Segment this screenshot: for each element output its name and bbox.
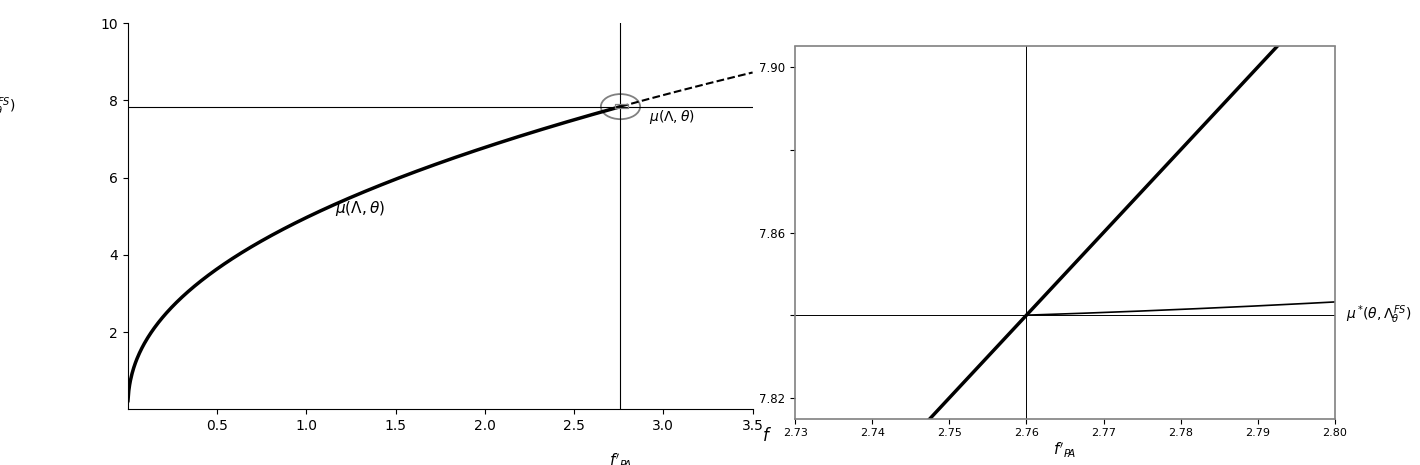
Text: $\mu(\Lambda,\theta)$: $\mu(\Lambda,\theta)$ bbox=[335, 199, 385, 218]
Text: $f'_{P\!A}$: $f'_{P\!A}$ bbox=[609, 452, 632, 465]
Text: $f$: $f$ bbox=[761, 426, 771, 445]
X-axis label: $f'_{P\!A}$: $f'_{P\!A}$ bbox=[1054, 441, 1076, 460]
Text: $\mu^*\!(\theta,\Lambda^{FS}_{\!\theta})$: $\mu^*\!(\theta,\Lambda^{FS}_{\!\theta})… bbox=[0, 95, 16, 118]
Text: $\mu(\Lambda,\theta)$: $\mu(\Lambda,\theta)$ bbox=[649, 108, 696, 126]
Text: $\mu^*\!(\theta,\Lambda^{FS}_{\!\theta})$: $\mu^*\!(\theta,\Lambda^{FS}_{\!\theta})… bbox=[1346, 304, 1411, 326]
